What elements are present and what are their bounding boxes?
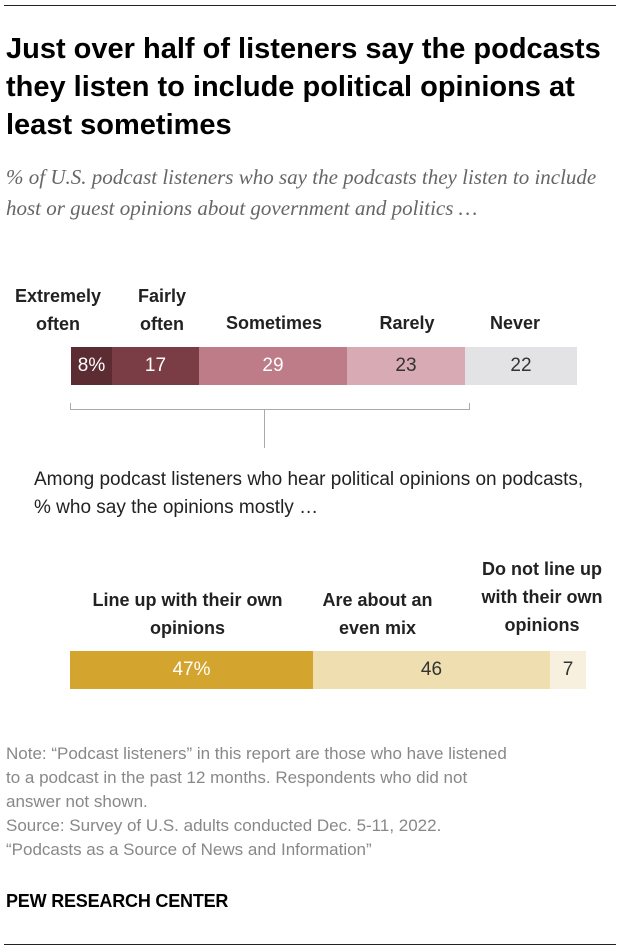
data-label-do-not-line-up: 7 — [562, 659, 574, 680]
bar-segment-fairly-often: 17 — [112, 347, 199, 385]
data-label-fairly-often: 17 — [144, 355, 167, 376]
subchart-intro: Among podcast listeners who hear politic… — [34, 469, 584, 518]
category-label-rarely: Rarely — [379, 313, 435, 333]
data-label-never: 22 — [510, 355, 532, 376]
data-label-sometimes: 29 — [262, 355, 284, 376]
bottom-rule — [4, 944, 616, 945]
bar-segment-never: 22 — [465, 347, 577, 385]
source-note: Note: “Podcast listeners” in this report… — [6, 742, 606, 862]
note-line: Note: “Podcast listeners” in this report… — [6, 744, 507, 763]
bracket-line — [70, 409, 470, 410]
category-label-even-mix: Are about an even mix — [322, 590, 433, 638]
category-label-line-up: Line up with their own opinions — [92, 590, 283, 638]
data-label-rarely: 23 — [395, 355, 417, 376]
bracket-stem — [264, 410, 265, 448]
bracket-right-tick — [469, 403, 470, 410]
data-label-extremely-often: 8% — [77, 355, 106, 376]
top-rule — [4, 5, 616, 6]
report-title-line: “Podcasts as a Source of News and Inform… — [6, 840, 372, 859]
category-label-extremely-often: Extremely often — [14, 286, 102, 334]
bracket-left-tick — [70, 403, 71, 410]
bar-segment-do-not-line-up: 7 — [550, 651, 586, 689]
chart-title: Just over half of listeners say the podc… — [6, 33, 601, 141]
note-line: answer not shown. — [6, 792, 148, 811]
data-label-even-mix: 46 — [420, 659, 443, 680]
bar-segment-even-mix: 46 — [313, 651, 550, 689]
bar-segment-rarely: 23 — [347, 347, 465, 385]
category-label-do-not-line-up: Do not line up with their own opinions — [481, 559, 603, 635]
chart-subtitle: % of U.S. podcast listeners who say the … — [6, 165, 597, 220]
note-line: to a podcast in the past 12 months. Resp… — [6, 768, 468, 787]
category-label-sometimes: Sometimes — [225, 313, 323, 333]
bar-segment-sometimes: 29 — [199, 347, 347, 385]
data-label-line-up: 47% — [172, 659, 211, 680]
source-line: Source: Survey of U.S. adults conducted … — [6, 816, 442, 835]
bar-segment-extremely-often: 8% — [71, 347, 112, 385]
category-label-never: Never — [489, 313, 541, 333]
bar-segment-line-up: 47% — [70, 651, 313, 689]
pew-research-logo: PEW RESEARCH CENTER — [6, 891, 229, 911]
category-label-fairly-often: Fairly often — [137, 286, 187, 334]
